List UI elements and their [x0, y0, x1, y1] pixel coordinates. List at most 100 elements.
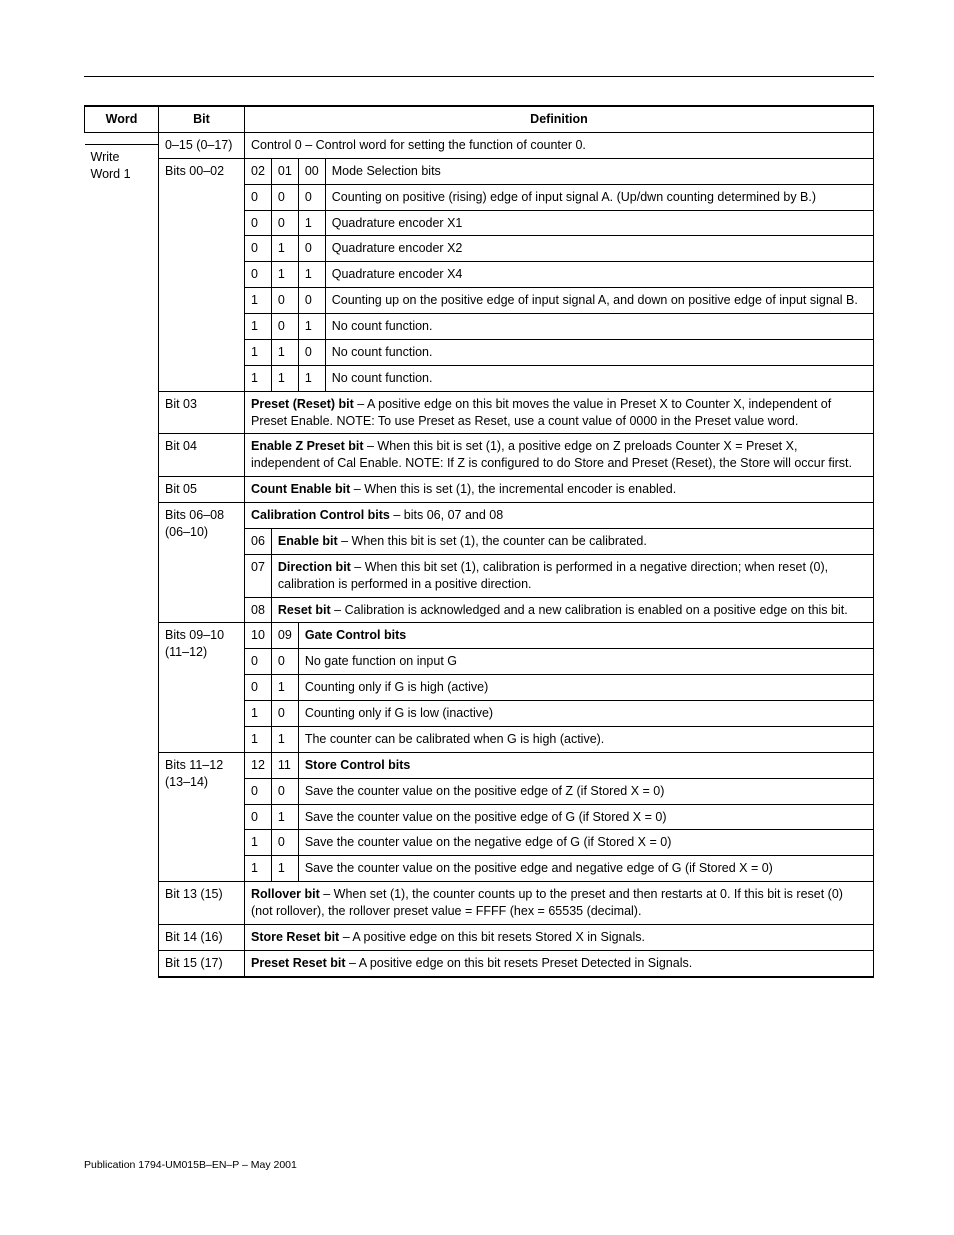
cell: 0	[298, 339, 325, 365]
th-word: Word	[85, 106, 159, 132]
cell: 0	[271, 649, 298, 675]
cell: 06	[245, 528, 272, 554]
cell: 00	[298, 158, 325, 184]
cell: 1	[271, 262, 298, 288]
cell: 0	[271, 288, 298, 314]
cell: 1	[245, 288, 272, 314]
bit04-bold: Enable Z Preset bit	[251, 439, 364, 453]
cell: 0	[245, 778, 272, 804]
bit-range: 0–15 (0–17)	[159, 132, 245, 158]
th-definition: Definition	[245, 106, 874, 132]
top-rule	[84, 76, 874, 77]
bit03-bold: Preset (Reset) bit	[251, 397, 354, 411]
cell: Save the counter value on the positive e…	[298, 778, 873, 804]
cell: No count function.	[325, 339, 873, 365]
bit03-desc: Preset (Reset) bit – A positive edge on …	[245, 391, 874, 434]
cell: 0	[298, 288, 325, 314]
word-label: WriteWord 1	[91, 150, 131, 181]
bit13-desc: Rollover bit – When set (1), the counter…	[245, 882, 874, 925]
bits-09-10-line1: Bits 09–10	[165, 628, 224, 642]
calib-header: Calibration Control bits – bits 06, 07 a…	[245, 503, 874, 529]
bits-06-08-label: Bits 06–08 (06–10)	[159, 503, 245, 623]
t: Reset bit	[278, 603, 331, 617]
cell: 0	[271, 184, 298, 210]
bit15-desc: Preset Reset bit – A positive edge on th…	[245, 950, 874, 976]
cell: 02	[245, 158, 272, 184]
cell: Counting only if G is high (active)	[298, 675, 873, 701]
bit13-label: Bit 13 (15)	[159, 882, 245, 925]
bit15-label: Bit 15 (17)	[159, 950, 245, 976]
cell: 0	[245, 675, 272, 701]
cell: 1	[245, 726, 272, 752]
mode-selection-title: Mode Selection bits	[325, 158, 873, 184]
bit05-desc: Count Enable bit – When this is set (1),…	[245, 477, 874, 503]
bit04-label: Bit 04	[159, 434, 245, 477]
cell: 11	[271, 752, 298, 778]
cell: 0	[245, 236, 272, 262]
cell: 0	[271, 314, 298, 340]
cell: 1	[271, 804, 298, 830]
bit14-desc: Store Reset bit – A positive edge on thi…	[245, 924, 874, 950]
table-row: Bit 03 Preset (Reset) bit – A positive e…	[85, 391, 874, 434]
cell: 0	[245, 184, 272, 210]
table-row: Bit 04 Enable Z Preset bit – When this b…	[85, 434, 874, 477]
cell: 1	[245, 339, 272, 365]
cell: 0	[298, 184, 325, 210]
table-row: 0–15 (0–17) Control 0 – Control word for…	[85, 132, 874, 144]
cell: 1	[298, 314, 325, 340]
cell: 07	[245, 554, 272, 597]
t: Gate Control bits	[305, 628, 406, 642]
t: Store Reset bit	[251, 930, 339, 944]
cell: 10	[245, 623, 272, 649]
cell: 01	[271, 158, 298, 184]
bit04-desc: Enable Z Preset bit – When this bit is s…	[245, 434, 874, 477]
word-col-spacer	[85, 132, 159, 144]
control0-desc: Control 0 – Control word for setting the…	[245, 132, 874, 158]
cell: The counter can be calibrated when G is …	[298, 726, 873, 752]
word-cell: WriteWord 1	[85, 144, 159, 976]
bits-11-12-line1: Bits 11–12	[165, 758, 223, 772]
cell: 0	[245, 262, 272, 288]
th-bit: Bit	[159, 106, 245, 132]
calib-header-rest: – bits 06, 07 and 08	[390, 508, 503, 522]
cell: 0	[271, 210, 298, 236]
cell: 1	[271, 726, 298, 752]
calib-header-bold: Calibration Control bits	[251, 508, 390, 522]
cell: 1	[271, 856, 298, 882]
cell: Counting up on the positive edge of inpu…	[325, 288, 873, 314]
table-header-row: Word Bit Definition	[85, 106, 874, 132]
t: Rollover bit	[251, 887, 320, 901]
bit03-label: Bit 03	[159, 391, 245, 434]
cell: 12	[245, 752, 272, 778]
cell: Counting on positive (rising) edge of in…	[325, 184, 873, 210]
t: Preset Reset bit	[251, 956, 345, 970]
cell: Save the counter value on the positive e…	[298, 804, 873, 830]
table-row: Bit 14 (16) Store Reset bit – A positive…	[85, 924, 874, 950]
table-row: Bit 05 Count Enable bit – When this is s…	[85, 477, 874, 503]
bits-06-08-line1: Bits 06–08	[165, 508, 224, 522]
t: – A positive edge on this bit resets Pre…	[345, 956, 692, 970]
bit05-label: Bit 05	[159, 477, 245, 503]
bit05-bold: Count Enable bit	[251, 482, 350, 496]
bits-11-12-line2: (13–14)	[165, 775, 208, 789]
cell: 1	[271, 236, 298, 262]
definition-table: Word Bit Definition 0–15 (0–17) Control …	[84, 105, 874, 978]
cell: Quadrature encoder X2	[325, 236, 873, 262]
bits-11-12-label: Bits 11–12 (13–14)	[159, 752, 245, 881]
store-control-title: Store Control bits	[298, 752, 873, 778]
cell: 1	[245, 365, 272, 391]
t: – Calibration is acknowledged and a new …	[331, 603, 848, 617]
table-row: Bits 09–10 (11–12) 10 09 Gate Control bi…	[85, 623, 874, 649]
cell: 0	[245, 804, 272, 830]
cell: 1	[245, 830, 272, 856]
cell: 0	[298, 236, 325, 262]
footer-publication: Publication 1794-UM015B–EN–P – May 2001	[84, 1159, 297, 1171]
bits-06-08-line2: (06–10)	[165, 525, 208, 539]
t: – When this bit set (1), calibration is …	[278, 560, 828, 591]
cell: 1	[245, 314, 272, 340]
cell: 1	[271, 675, 298, 701]
t: Enable bit	[278, 534, 338, 548]
table-row: Bits 06–08 (06–10) Calibration Control b…	[85, 503, 874, 529]
cell: 0	[245, 649, 272, 675]
bit05-rest: – When this is set (1), the incremental …	[350, 482, 676, 496]
